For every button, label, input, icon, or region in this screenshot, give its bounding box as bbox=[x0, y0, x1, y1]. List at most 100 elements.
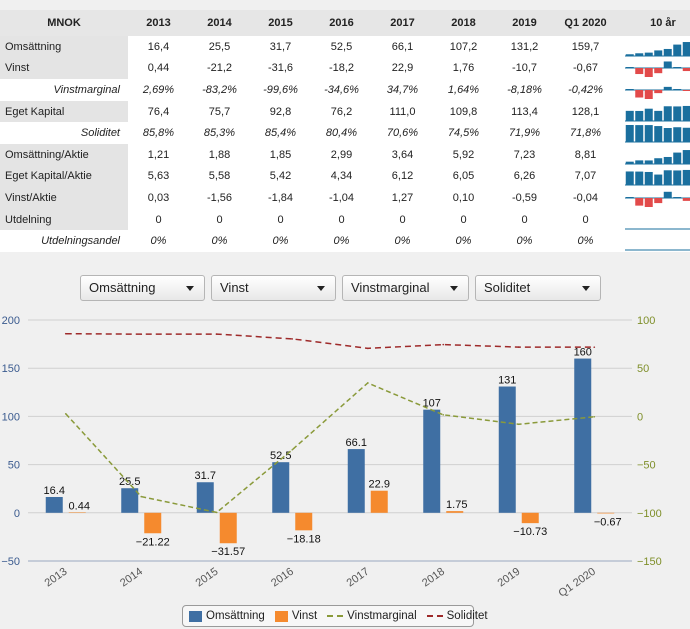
sparkline-bar bbox=[635, 89, 644, 98]
sparkline bbox=[625, 191, 690, 207]
table-row: Utdelning 0 0 0 0 0 0 0 0 bbox=[0, 208, 690, 231]
bar-vinst bbox=[295, 512, 313, 531]
right-axis-tick: 100 bbox=[637, 315, 655, 327]
point-vinstmarginal bbox=[291, 448, 294, 451]
bar-vinst bbox=[521, 512, 539, 524]
table-cell: 0 bbox=[433, 208, 494, 231]
table-cell: -34,6% bbox=[311, 79, 372, 101]
table-cell: 7,23 bbox=[494, 143, 555, 166]
data-label-oms-ttning: 131 bbox=[498, 375, 516, 387]
table-cell: -83,2% bbox=[189, 79, 250, 101]
bar-oms-ttning bbox=[347, 449, 365, 513]
legend-item-vinstmarginal[interactable]: Vinstmarginal bbox=[327, 610, 417, 622]
table-cell: 131,2 bbox=[494, 36, 555, 58]
table-cell: 0% bbox=[250, 230, 311, 252]
row-label: Omsättning bbox=[0, 36, 128, 58]
metric-select-2[interactable]: Vinst bbox=[211, 275, 336, 301]
row-label: Omsättning/Aktie bbox=[0, 143, 128, 166]
legend-item-soliditet[interactable]: Soliditet bbox=[426, 610, 488, 622]
financials-table: MNOK 2013 2014 2015 2016 2017 2018 2019 Q1 2020 1… bbox=[0, 10, 690, 252]
bar-oms-ttning bbox=[423, 409, 441, 513]
point-vinstmarginal bbox=[593, 416, 596, 418]
bar-vinst bbox=[144, 512, 162, 534]
sparkline-bar bbox=[644, 172, 653, 186]
table-cell: -0,42% bbox=[555, 79, 616, 101]
table-cell: 0 bbox=[372, 208, 433, 231]
sparkline bbox=[625, 86, 690, 99]
table-row: Vinst 0,44 -21,2 -31,6 -18,2 22,9 1,76 -10,7 -0,… bbox=[0, 57, 690, 80]
sparkline-bar bbox=[625, 88, 634, 90]
bar-vinst bbox=[446, 511, 464, 513]
table-cell: 0% bbox=[494, 230, 555, 252]
sparkline bbox=[625, 41, 690, 57]
table-cell: -1,84 bbox=[250, 187, 311, 209]
sparkline-bar bbox=[644, 89, 653, 99]
table-row: Vinst/Aktie 0,03 -1,56 -1,84 -1,04 1,27 0,10 -0… bbox=[0, 187, 690, 209]
table-cell: -0,04 bbox=[555, 187, 616, 209]
bar-vinst bbox=[597, 512, 615, 514]
data-label-vinst: −31.57 bbox=[211, 546, 245, 558]
sparkline-cell bbox=[616, 79, 690, 101]
table-cell: 85,3% bbox=[189, 122, 250, 144]
row-label: Eget Kapital/Aktie bbox=[0, 165, 128, 188]
data-label-vinst: −21.22 bbox=[136, 536, 170, 548]
point-soliditet bbox=[291, 338, 294, 340]
legend-item-vinst[interactable]: Vinst bbox=[274, 610, 317, 622]
sparkline-bar bbox=[625, 161, 634, 164]
sparkline-bar bbox=[644, 197, 653, 207]
table-cell: 159,7 bbox=[555, 36, 616, 58]
sparkline bbox=[625, 249, 690, 251]
metric-select-1[interactable]: Omsättning bbox=[80, 275, 205, 301]
point-soliditet bbox=[593, 346, 596, 348]
metric-select-4[interactable]: Soliditet bbox=[475, 275, 601, 301]
select-value: Soliditet bbox=[484, 280, 531, 295]
legend-item-oms-ttning[interactable]: Omsättning bbox=[189, 610, 265, 622]
table-cell: 0 bbox=[189, 208, 250, 231]
table-cell: 0 bbox=[128, 208, 189, 231]
sparkline-cell bbox=[616, 165, 690, 188]
table-cell: 1,21 bbox=[128, 143, 189, 166]
bar-oms-ttning bbox=[498, 386, 516, 513]
sparkline bbox=[625, 105, 690, 122]
data-label-vinst: −10.73 bbox=[513, 526, 547, 538]
right-axis-tick: −150 bbox=[637, 556, 662, 568]
right-axis-tick: −100 bbox=[637, 508, 662, 520]
point-soliditet bbox=[517, 346, 520, 348]
legend-swatch bbox=[426, 615, 443, 617]
right-axis-tick: 50 bbox=[637, 363, 649, 375]
table-cell: 92,8 bbox=[250, 100, 311, 123]
sparkline-cell bbox=[616, 187, 690, 209]
year-header: 2015 bbox=[250, 10, 311, 36]
table-cell: 0% bbox=[189, 230, 250, 252]
table-cell: 7,07 bbox=[555, 165, 616, 188]
right-axis-tick: −50 bbox=[637, 460, 656, 472]
table-cell: 6,26 bbox=[494, 165, 555, 188]
table-cell: 0,03 bbox=[128, 187, 189, 209]
select-value: Vinstmarginal bbox=[351, 280, 430, 295]
sparkline-bar bbox=[654, 174, 663, 186]
point-vinstmarginal bbox=[442, 414, 445, 416]
metric-select-3[interactable]: Vinstmarginal bbox=[342, 275, 469, 301]
table-row: Eget Kapital 76,4 75,7 92,8 76,2 111,0 109,8 11… bbox=[0, 100, 690, 123]
sparkline-bar bbox=[682, 89, 690, 91]
table-cell: 0,10 bbox=[433, 187, 494, 209]
table-cell: 5,63 bbox=[128, 165, 189, 188]
data-label-oms-ttning: 16.4 bbox=[44, 485, 65, 497]
table-cell: 76,2 bbox=[311, 100, 372, 123]
sparkline-cell bbox=[616, 100, 690, 123]
sparkline-bar bbox=[663, 191, 672, 198]
table-cell: 0% bbox=[128, 230, 189, 252]
table-cell: -18,2 bbox=[311, 57, 372, 80]
table-corner-label: MNOK bbox=[0, 10, 128, 36]
point-vinstmarginal bbox=[215, 511, 218, 514]
table-cell: 0,44 bbox=[128, 57, 189, 80]
sparkline-bar bbox=[635, 160, 644, 164]
row-label: Vinst/Aktie bbox=[0, 187, 128, 209]
sparkline-bar bbox=[625, 125, 634, 143]
sparkline-bar bbox=[644, 68, 653, 78]
table-row: Eget Kapital/Aktie 5,63 5,58 5,42 4,34 6,12 6,… bbox=[0, 165, 690, 188]
bar-oms-ttning bbox=[45, 496, 63, 513]
table-cell: 16,4 bbox=[128, 36, 189, 58]
table-cell: -1,56 bbox=[189, 187, 250, 209]
table-cell: 25,5 bbox=[189, 36, 250, 58]
